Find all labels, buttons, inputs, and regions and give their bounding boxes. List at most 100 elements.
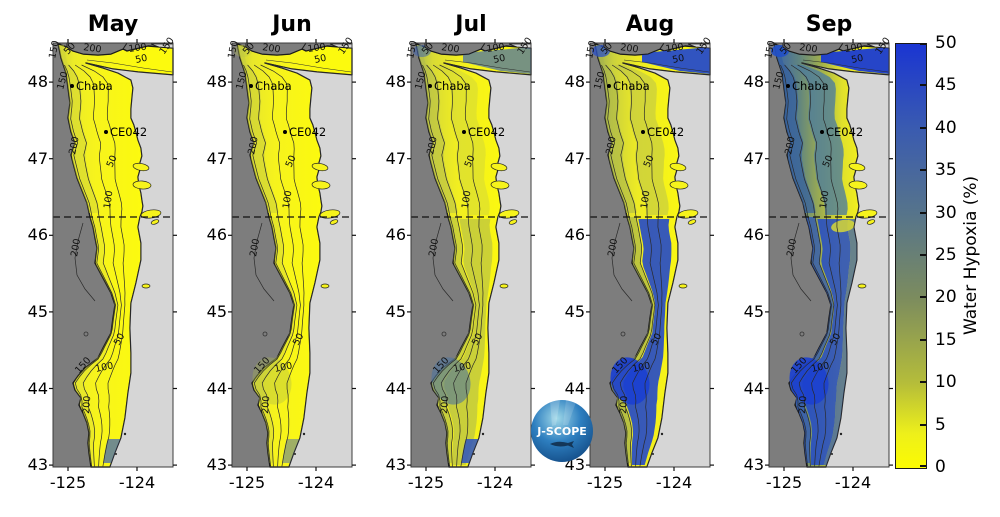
colorbar: 50 45 40 35 30 25 20 15 10 5 0 Water Hypoxia (%) xyxy=(895,33,1000,477)
panel-title-aug: Aug xyxy=(625,12,675,37)
station-label: Chaba xyxy=(434,79,471,93)
contour-label-100m: 100 xyxy=(844,42,863,55)
hypoxia-overlays xyxy=(234,45,300,463)
islets xyxy=(83,331,127,455)
station-marker-Chaba xyxy=(70,84,74,88)
station-label: CE042 xyxy=(289,125,326,139)
y-tick-label: 46 xyxy=(206,225,227,245)
estuary xyxy=(857,283,867,289)
station-marker-CE042 xyxy=(104,130,108,134)
colorbar-tick xyxy=(920,169,926,172)
y-tick-label: 47 xyxy=(385,148,406,168)
contour-label-150m: 150 xyxy=(413,70,428,90)
y-tick-label: 46 xyxy=(743,225,764,245)
contour-label-50m: 50 xyxy=(463,154,478,170)
contour-label-100m: 100 xyxy=(818,190,831,209)
x-tick-label: -125 xyxy=(407,473,445,492)
islets xyxy=(799,331,843,455)
contour-label-150m: 150 xyxy=(336,36,355,57)
y-tick-label: 47 xyxy=(564,148,585,168)
colorbar-tick xyxy=(920,338,926,341)
estuary xyxy=(499,283,509,289)
axis-ticks xyxy=(407,39,535,471)
contour-label-100m: 100 xyxy=(810,360,830,375)
y-tick-label: 47 xyxy=(27,148,48,168)
contour-label-100m: 100 xyxy=(486,42,505,55)
hypoxia-overlays xyxy=(592,45,710,465)
contour-label-100m: 100 xyxy=(94,360,114,375)
contour-label-200m: 200 xyxy=(604,136,619,156)
contour-label-200m: 200 xyxy=(246,136,261,156)
estuary xyxy=(508,219,518,225)
estuary xyxy=(498,209,520,219)
contour-label-100m: 100 xyxy=(460,190,473,209)
x-tick-label: -125 xyxy=(765,473,803,492)
contour-label-50m: 50 xyxy=(492,53,506,66)
stations: Chaba CE042 xyxy=(786,79,863,139)
islets xyxy=(262,331,306,455)
station-label: Chaba xyxy=(613,79,650,93)
panel-jun: Jun Chaba CE042 150 200 50 100 200 50 150 100 20… xyxy=(187,10,362,515)
y-tick-label: 44 xyxy=(564,378,585,398)
station-label: CE042 xyxy=(826,125,863,139)
x-tick-label: -124 xyxy=(834,473,872,492)
stations: Chaba CE042 xyxy=(70,79,147,139)
estuary xyxy=(848,162,866,172)
contour-label-50m: 50 xyxy=(134,53,148,66)
y-tick-label: 44 xyxy=(27,378,48,398)
estuary xyxy=(669,162,687,172)
contour-label-150m: 150 xyxy=(873,36,892,57)
contour-label-100m: 100 xyxy=(307,42,326,55)
strait-deep-channel xyxy=(66,42,128,56)
y-tick-label: 43 xyxy=(206,455,227,475)
colorbar-tick-label: 45 xyxy=(935,75,957,96)
contour-label-200m: 200 xyxy=(783,136,798,156)
y-tick-label: 46 xyxy=(27,225,48,245)
contour-label-50m: 50 xyxy=(828,332,843,348)
logo-text: J-SCOPE xyxy=(536,425,587,438)
contour-label-200m: 200 xyxy=(83,42,102,55)
y-tick-label: 45 xyxy=(743,301,764,321)
station-marker-Chaba xyxy=(249,84,253,88)
colorbar-tick-label: 0 xyxy=(935,457,946,477)
contour-label-200m: 200 xyxy=(606,238,620,258)
y-tick-label: 44 xyxy=(385,378,406,398)
panel-title-jul: Jul xyxy=(455,12,487,37)
colorbar-tick xyxy=(920,381,926,384)
x-tick-label: -125 xyxy=(49,473,87,492)
panel-frame xyxy=(589,42,711,468)
logo-circle xyxy=(531,400,593,462)
estuary xyxy=(669,180,689,190)
panel-jul: Jul Chaba CE042 150 200 50 100 200 50 150 100 20… xyxy=(366,10,541,515)
contour-label-150m: 150 xyxy=(771,70,786,90)
station-marker-CE042 xyxy=(820,130,824,134)
colorbar-tick xyxy=(920,43,926,45)
colorbar-label: Water Hypoxia (%) xyxy=(961,175,981,335)
contour-label-200m: 200 xyxy=(67,136,82,156)
bathymetry-contours xyxy=(422,59,531,468)
x-tick-label: -125 xyxy=(228,473,266,492)
panel-frame xyxy=(231,42,353,468)
contour-label-150m: 150 xyxy=(405,40,420,60)
jscope-logo: J-SCOPE xyxy=(530,399,594,463)
logo-light-ray xyxy=(550,400,560,426)
contour-label-50m: 50 xyxy=(470,332,485,348)
colorbar-gradient xyxy=(895,43,927,469)
stations: Chaba CE042 xyxy=(607,79,684,139)
hypoxia-overlays xyxy=(413,45,531,465)
x-tick-label: -124 xyxy=(655,473,693,492)
contour-label-50m: 50 xyxy=(313,53,327,66)
hypoxia-overlays xyxy=(771,45,889,465)
axis-ticks xyxy=(49,39,177,471)
x-tick-label: -124 xyxy=(118,473,156,492)
contour-label-150m: 150 xyxy=(584,40,599,60)
axis-ticks xyxy=(765,39,893,471)
estuary xyxy=(140,209,162,219)
estuary xyxy=(490,162,508,172)
y-tick-label: 44 xyxy=(206,378,227,398)
colorbar-tick-label: 35 xyxy=(935,160,957,181)
